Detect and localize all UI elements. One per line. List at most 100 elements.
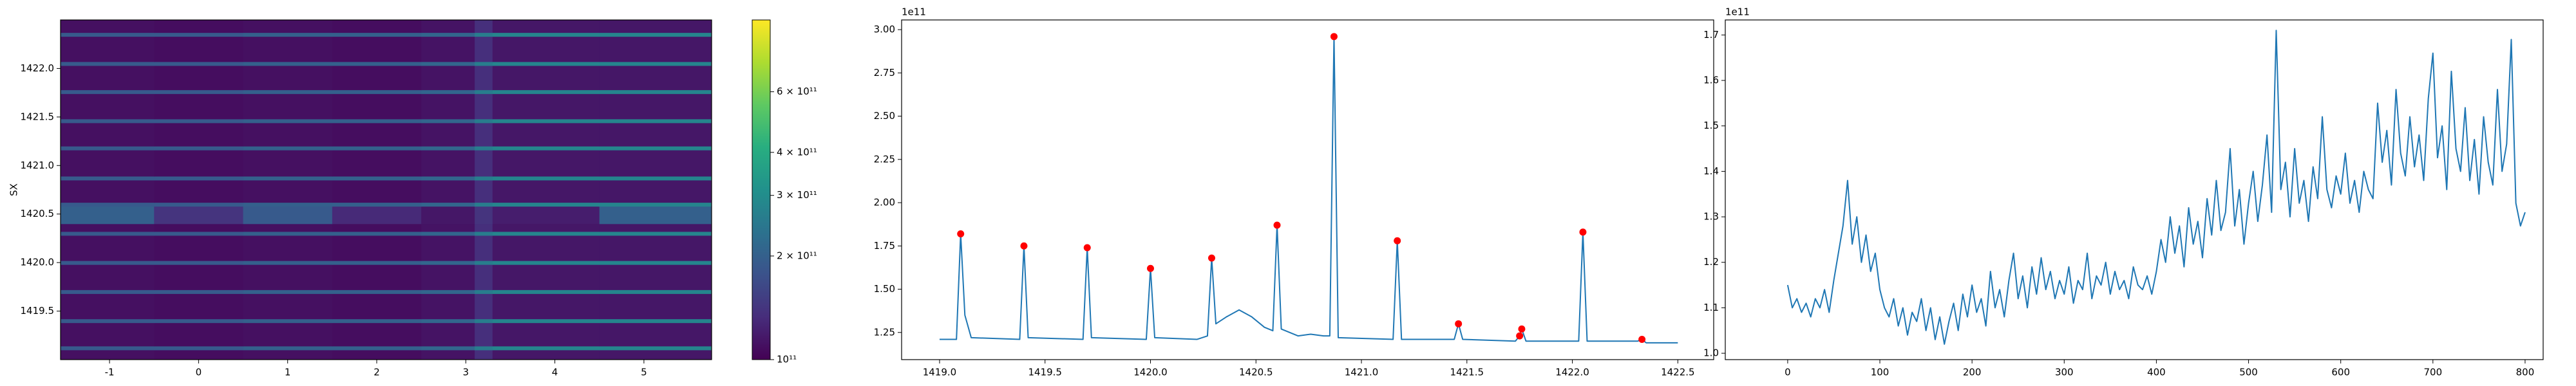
heatmap-cell (492, 345, 600, 351)
heatmap-cell (243, 32, 333, 37)
heatmap-cell (492, 122, 600, 147)
heatmap-cell (154, 179, 244, 203)
x-tick-label: 2 (374, 367, 380, 378)
heatmap-cell (61, 264, 155, 290)
y-tick-label: 2.25 (874, 153, 895, 165)
heatmap-cell (492, 36, 600, 62)
heatmap-cell (61, 32, 155, 37)
heatmap-cell (154, 322, 244, 347)
heatmap-cell (154, 89, 244, 95)
heatmap-cell (492, 61, 600, 66)
heatmap-cell (332, 223, 422, 232)
heatmap-cell (475, 261, 493, 265)
heatmap-cell (421, 179, 475, 203)
heatmap-cell (61, 318, 155, 324)
heatmap-cell (599, 231, 712, 236)
heatmap-cell (599, 318, 712, 324)
heatmap-cell (599, 349, 712, 360)
heatmap-cell (492, 322, 600, 347)
heatmap-cell (421, 345, 475, 351)
heatmap-cell (475, 146, 493, 151)
heatmap-cell (475, 20, 493, 33)
heatmap-cell (332, 146, 422, 151)
x-tick-label: 1419.0 (923, 367, 957, 378)
heatmap-cell (599, 223, 712, 232)
heatmap-cell (243, 179, 333, 203)
heatmap-cell (332, 261, 422, 265)
heatmap-cell (154, 176, 244, 181)
heatmap-cell (599, 36, 712, 62)
heatmap-cell (421, 318, 475, 324)
heatmap-cell (243, 122, 333, 147)
peak-marker (1273, 221, 1281, 229)
heatmap-cell (492, 206, 600, 225)
heatmap-cell (243, 349, 333, 360)
heatmap-cell (599, 122, 712, 147)
heatmap-cell (475, 93, 493, 120)
peak-marker (1020, 242, 1028, 250)
x-tick-label: 4 (552, 367, 558, 378)
heatmap-cell (421, 231, 475, 236)
heatmap-cell (475, 231, 493, 236)
heatmap-cell (154, 290, 244, 294)
heatmap-cell (475, 176, 493, 181)
heatmap-cell (61, 89, 155, 95)
heatmap-cell (61, 93, 155, 120)
colorbar-tick-label: 3 × 10¹¹ (777, 189, 817, 201)
y-tick-label: 1.50 (874, 283, 895, 295)
y-tick-label: 1421.0 (21, 160, 55, 171)
heatmap-cell (421, 322, 475, 347)
heatmap-cell (421, 36, 475, 62)
heatmap-cell (154, 293, 244, 320)
heatmap-cell (599, 93, 712, 120)
heatmap-cell (61, 293, 155, 320)
heatmap-cell (154, 206, 244, 225)
heatmap-cell (61, 202, 155, 207)
x-tick-label: 1421.5 (1450, 367, 1484, 378)
heatmap-cell (154, 150, 244, 177)
x-tick-label: 1421.0 (1345, 367, 1379, 378)
heatmap-cell (492, 150, 600, 177)
heatmap-cell (61, 146, 155, 151)
heatmap-cell (243, 293, 333, 320)
x-tick-label: 500 (2239, 367, 2258, 378)
colorbar-tick-label: 2 × 10¹¹ (777, 250, 817, 261)
heatmap-cell (475, 290, 493, 294)
heatmap-cell (61, 179, 155, 203)
heatmap-cell (421, 20, 475, 33)
heatmap-cell (154, 65, 244, 91)
heatmap-cell (154, 32, 244, 37)
x-tick-label: 1419.5 (1028, 367, 1062, 378)
heatmap-cell (61, 261, 155, 265)
y-tick-label: 1420.5 (21, 208, 55, 219)
heatmap-cell (475, 202, 493, 207)
heatmap-cell (421, 122, 475, 147)
heatmap-cell (599, 179, 712, 203)
heatmap-cell (332, 206, 422, 225)
heatmap-cell (599, 61, 712, 66)
heatmap-cell (61, 118, 155, 124)
heatmap-cell (154, 36, 244, 62)
heatmap-cell (61, 349, 155, 360)
axes-frame (901, 19, 1714, 360)
heatmap-cell (421, 93, 475, 120)
heatmap-cell (492, 349, 600, 360)
heatmap-cell (475, 206, 493, 225)
x-tick-label: 1422.0 (1555, 367, 1589, 378)
y-tick-label: 2.75 (874, 67, 895, 78)
y-tick-label: 1.3 (1703, 211, 1719, 223)
heatmap-cell (61, 206, 155, 225)
heatmap-cell (61, 235, 155, 261)
heatmap-cell (599, 32, 712, 37)
heatmap-cell (599, 345, 712, 351)
peak-marker (1516, 332, 1524, 340)
peak-marker (1579, 228, 1587, 236)
heatmap-cell (492, 235, 600, 261)
heatmap-cell (243, 93, 333, 120)
heatmap-cell (421, 118, 475, 124)
heatmap-cell (154, 349, 244, 360)
heatmap-cell (243, 231, 333, 236)
heatmap-cell (243, 20, 333, 33)
heatmap-cell (332, 89, 422, 95)
